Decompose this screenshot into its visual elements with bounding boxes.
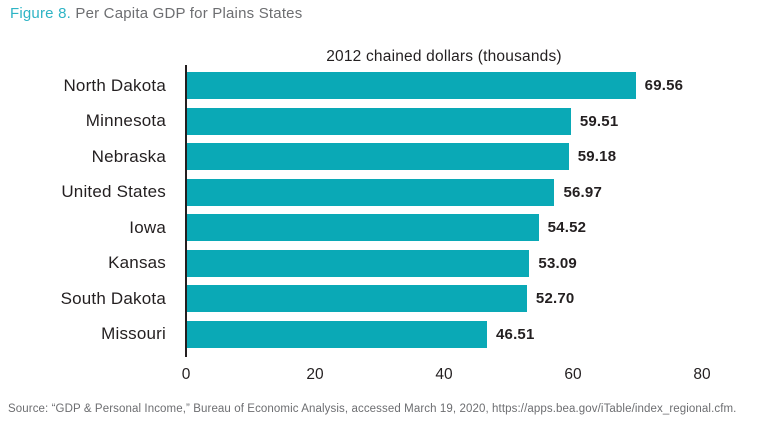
bar-value-label: 54.52: [547, 219, 587, 237]
category-label: United States: [61, 182, 166, 202]
chart-title: 2012 chained dollars (thousands): [326, 48, 562, 65]
bar: [187, 249, 530, 277]
bar: [187, 72, 636, 100]
x-tick-label: 80: [693, 366, 711, 383]
bar-track: 59.51: [187, 107, 768, 135]
bar-row: United States 56.97: [0, 175, 768, 211]
bar: [187, 285, 527, 313]
category-label: South Dakota: [60, 288, 166, 308]
bar: [187, 107, 571, 135]
category-label: North Dakota: [63, 75, 166, 95]
bar-row: Kansas 53.09: [0, 246, 768, 282]
category-label: Missouri: [101, 324, 166, 344]
x-tick-label: 0: [181, 366, 191, 383]
bar-track: 54.52: [187, 214, 768, 242]
source-note: Source: “GDP & Personal Income,” Bureau …: [8, 403, 737, 415]
x-axis-tick-labels: 0 20 40 60 80: [0, 366, 768, 386]
bar: [187, 178, 555, 206]
bar-row: Iowa 54.52: [0, 210, 768, 246]
bar-value-label: 53.09: [538, 254, 577, 272]
category-label: Kansas: [108, 253, 166, 273]
bar: [187, 143, 569, 171]
bar-row: North Dakota 69.56: [0, 68, 768, 104]
bar: [187, 214, 539, 242]
bar-track: 59.18: [187, 143, 768, 171]
bar-track: 53.09: [187, 249, 768, 277]
bar-track: 46.51: [187, 320, 768, 348]
category-label: Iowa: [129, 217, 166, 237]
bar-row: Nebraska 59.18: [0, 139, 768, 175]
figure-title: Figure 8. Per Capita GDP for Plains Stat…: [10, 5, 302, 22]
bar-value-label: 46.51: [495, 325, 535, 343]
bar-value-label: 52.70: [535, 290, 575, 308]
bar-value-label: 56.97: [563, 183, 602, 201]
figure-number: Figure 8.: [10, 5, 71, 22]
bar-row: South Dakota 52.70: [0, 281, 768, 317]
figure-title-text: Per Capita GDP for Plains States: [71, 5, 303, 22]
bar-value-label: 69.56: [644, 77, 684, 95]
y-axis-line: [185, 65, 187, 357]
bar-value-label: 59.18: [577, 148, 617, 166]
bar-row: Missouri 46.51: [0, 317, 768, 353]
x-tick-label: 20: [306, 366, 324, 383]
category-label: Minnesota: [85, 111, 166, 131]
x-tick-label: 40: [435, 366, 453, 383]
bar-value-label: 59.51: [579, 112, 619, 130]
bar-track: 69.56: [187, 72, 768, 100]
bar-row: Minnesota 59.51: [0, 104, 768, 140]
x-tick-label: 60: [564, 366, 582, 383]
category-label: Nebraska: [91, 146, 166, 166]
bar-track: 52.70: [187, 285, 768, 313]
bar-track: 56.97: [187, 178, 768, 206]
bar: [187, 320, 487, 348]
bar-rows: North Dakota 69.56 Minnesota 59.51 Nebraska 5…: [0, 68, 768, 352]
